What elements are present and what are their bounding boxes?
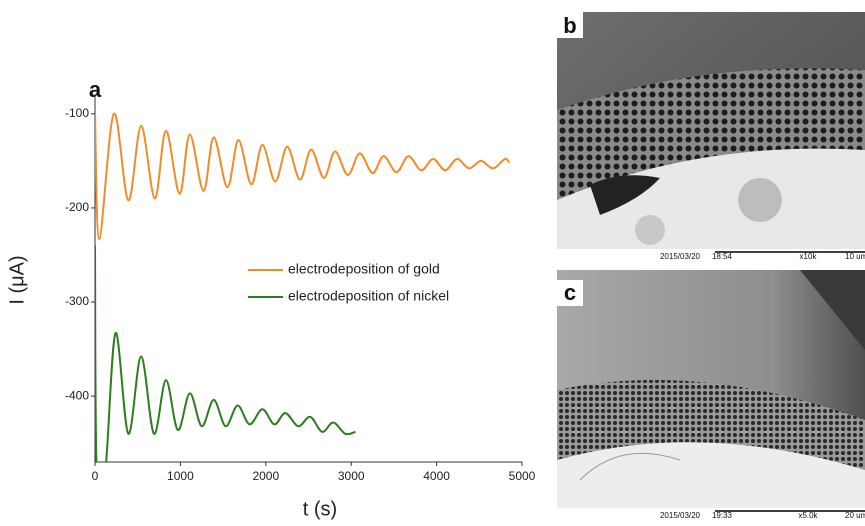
x-axis-title: t (s) bbox=[303, 498, 337, 520]
label-box bbox=[557, 280, 583, 306]
panel-label: c bbox=[564, 280, 576, 305]
panel-label: b bbox=[563, 13, 576, 38]
series bbox=[95, 245, 356, 462]
x-tick-label: 0 bbox=[92, 469, 99, 483]
x-tick-label: 2000 bbox=[252, 469, 279, 483]
sem-image-c bbox=[557, 270, 865, 521]
y-tick-label: -400 bbox=[65, 388, 89, 402]
x-tick-label: 4000 bbox=[423, 469, 450, 483]
caption: x10k bbox=[800, 252, 818, 261]
x-tick-label: 3000 bbox=[338, 469, 365, 483]
caption: 10 um bbox=[845, 252, 865, 261]
caption: 19:33 bbox=[712, 511, 733, 520]
y-tick-label: -200 bbox=[65, 200, 89, 214]
caption: 18:54 bbox=[712, 252, 733, 261]
y-axis-title: I (μA) bbox=[6, 255, 28, 304]
caption: x5.0k bbox=[798, 511, 818, 520]
legend-label: electrodeposition of nickel bbox=[288, 288, 449, 304]
line bbox=[95, 245, 356, 462]
caption: 20 um bbox=[845, 511, 865, 520]
line bbox=[95, 112, 510, 240]
x-tick-label: 1000 bbox=[167, 469, 194, 483]
y-tick-label: -300 bbox=[65, 294, 89, 308]
panel-label: a bbox=[89, 77, 102, 102]
caption: 2015/03/20 bbox=[660, 511, 701, 520]
sem-image-b bbox=[557, 12, 865, 262]
series bbox=[95, 112, 510, 240]
y-tick-label: -100 bbox=[65, 106, 89, 120]
x-tick-label: 5000 bbox=[509, 469, 536, 483]
label-box bbox=[557, 12, 583, 38]
legend-label: electrodeposition of gold bbox=[288, 261, 440, 277]
caption: 2015/03/20 bbox=[660, 252, 701, 261]
